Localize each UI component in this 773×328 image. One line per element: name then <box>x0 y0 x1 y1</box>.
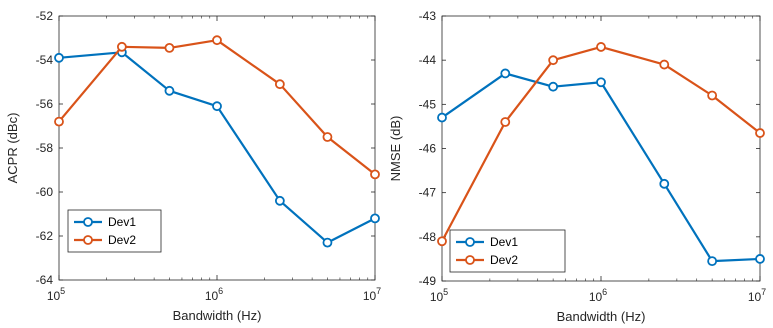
legend-marker <box>465 255 475 265</box>
data-point-dev2 <box>116 41 127 52</box>
data-point-dev1 <box>707 256 718 267</box>
x-tick-base: 10 <box>748 290 762 304</box>
x-tick-label: 105 <box>47 286 65 303</box>
legend-label: Dev2 <box>490 253 518 267</box>
legend-marker <box>83 235 93 245</box>
x-tick-base: 10 <box>363 289 377 303</box>
data-point-dev2 <box>322 132 333 142</box>
data-point-dev2 <box>212 35 222 46</box>
x-tick-exponent: 5 <box>60 286 65 296</box>
y-tick-label: -48 <box>419 230 437 244</box>
legend-marker <box>83 217 93 227</box>
legend-marker <box>465 237 475 247</box>
x-tick-exponent: 7 <box>376 286 381 296</box>
legend: Dev1 Dev2 <box>67 209 162 253</box>
x-tick-label: 106 <box>205 286 223 303</box>
data-point-dev2 <box>755 128 765 138</box>
data-point-dev1 <box>274 195 285 206</box>
data-point-dev1 <box>755 254 765 264</box>
y-tick-label: -62 <box>36 229 54 243</box>
y-axis-label: NMSE (dB) <box>388 116 403 182</box>
legend-label: Dev1 <box>490 235 518 249</box>
x-tick-exponent: 5 <box>443 287 448 297</box>
data-point-dev1 <box>596 77 606 88</box>
y-tick-label: -49 <box>419 274 437 288</box>
x-tick-label: 107 <box>363 286 381 303</box>
y-tick-label: -58 <box>36 141 54 155</box>
legend-label: Dev2 <box>108 233 136 247</box>
data-point-dev1 <box>548 81 559 92</box>
y-tick-label: -64 <box>36 273 54 287</box>
data-point-dev2 <box>370 169 380 180</box>
data-point-dev1 <box>322 237 333 248</box>
data-point-dev2 <box>596 42 606 52</box>
legend-box <box>449 229 566 273</box>
data-point-dev2 <box>274 79 285 90</box>
legend: Dev1 Dev2 <box>449 229 566 273</box>
x-tick-label: 106 <box>589 287 607 304</box>
data-point-dev2 <box>707 90 718 101</box>
data-point-dev1 <box>164 85 175 96</box>
x-axis-label: Bandwidth (Hz) <box>173 308 262 323</box>
x-tick-base: 10 <box>47 289 61 303</box>
data-point-dev1 <box>437 112 447 123</box>
y-tick-label: -45 <box>419 97 437 111</box>
x-tick-label: 105 <box>430 287 448 304</box>
y-axis-label: ACPR (dBc) <box>5 113 20 184</box>
y-tick-label: -60 <box>36 185 54 199</box>
x-tick-label: 107 <box>748 287 766 304</box>
data-point-dev2 <box>54 116 64 127</box>
data-point-dev1 <box>500 68 511 79</box>
x-tick-exponent: 6 <box>218 286 223 296</box>
data-point-dev2 <box>164 43 175 53</box>
legend-label: Dev1 <box>108 215 136 229</box>
data-point-dev2 <box>548 55 559 66</box>
data-point-dev2 <box>659 59 670 70</box>
data-point-dev1 <box>54 52 64 63</box>
x-tick-exponent: 7 <box>761 287 766 297</box>
data-point-dev1 <box>212 101 222 112</box>
y-tick-label: -46 <box>419 142 437 156</box>
x-axis-label: Bandwidth (Hz) <box>557 309 646 324</box>
data-point-dev1 <box>659 178 670 189</box>
y-tick-label: -54 <box>36 53 54 67</box>
x-tick-base: 10 <box>430 290 444 304</box>
y-tick-label: -47 <box>419 186 437 200</box>
y-tick-label: -43 <box>419 9 437 23</box>
data-point-dev2 <box>437 236 447 247</box>
y-tick-label: -56 <box>36 97 54 111</box>
data-point-dev2 <box>500 117 511 127</box>
y-tick-label: -52 <box>36 9 54 23</box>
x-tick-exponent: 6 <box>602 287 607 297</box>
x-tick-base: 10 <box>589 290 603 304</box>
y-tick-label: -44 <box>419 53 437 67</box>
x-tick-base: 10 <box>205 289 219 303</box>
legend-box <box>67 209 162 253</box>
data-point-dev1 <box>370 213 380 224</box>
